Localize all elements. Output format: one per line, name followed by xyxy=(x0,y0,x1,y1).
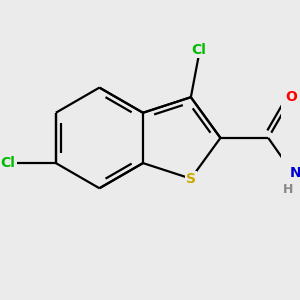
Text: S: S xyxy=(186,172,196,186)
Text: N: N xyxy=(290,166,300,180)
Text: Cl: Cl xyxy=(1,156,16,170)
Text: H: H xyxy=(282,183,293,196)
Text: Cl: Cl xyxy=(191,43,206,57)
Text: O: O xyxy=(286,90,298,104)
